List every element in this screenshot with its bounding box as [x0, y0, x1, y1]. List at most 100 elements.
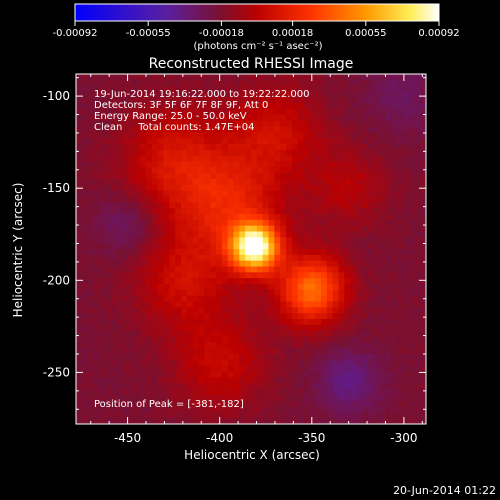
heatmap-cell [128, 237, 135, 244]
heatmap-cell [291, 330, 299, 337]
heatmap-cell [256, 167, 264, 174]
heatmap-cell [76, 167, 83, 174]
heatmap-cell [227, 319, 234, 326]
heatmap-cell [373, 97, 380, 104]
heatmap-cell [198, 400, 205, 407]
heatmap-cell [192, 278, 199, 285]
heatmap-cell [116, 74, 124, 81]
heatmap-cell [303, 79, 310, 87]
heatmap-cell [99, 348, 106, 355]
heatmap-cell [151, 289, 159, 297]
heatmap-cell [262, 120, 269, 127]
heatmap-cell [326, 272, 334, 279]
heatmap-cell [268, 132, 275, 139]
heatmap-cell [181, 330, 188, 337]
heatmap-cell [186, 225, 194, 232]
heatmap-cell [76, 412, 83, 419]
heatmap-cell [385, 196, 392, 203]
heatmap-cell [245, 406, 252, 413]
heatmap-cell [344, 406, 351, 413]
heatmap-cell [216, 260, 223, 267]
heatmap-cell [93, 155, 100, 162]
heatmap-cell [186, 184, 194, 192]
heatmap-cell [274, 126, 281, 133]
heatmap-cell [379, 383, 386, 390]
heatmap-cell [356, 219, 363, 227]
heatmap-cell [233, 190, 240, 197]
heatmap-cell [414, 284, 421, 291]
heatmap-cell [396, 167, 404, 174]
heatmap-cell [297, 260, 304, 267]
heatmap-cell [122, 214, 129, 221]
heatmap-cell [204, 149, 211, 157]
heatmap-cell [361, 214, 369, 221]
heatmap-cell [134, 278, 141, 285]
heatmap-cell [81, 179, 89, 186]
heatmap-cell [169, 400, 176, 407]
heatmap-cell [233, 138, 240, 145]
heatmap-cell [262, 377, 269, 384]
heatmap-cell [116, 214, 124, 221]
heatmap-cell [402, 359, 409, 367]
heatmap-cell [163, 400, 170, 407]
heatmap-cell [204, 359, 211, 367]
heatmap-cell [87, 284, 94, 291]
heatmap-cell [420, 208, 426, 215]
heatmap-cell [157, 354, 164, 361]
heatmap-cell [332, 272, 339, 279]
heatmap-cell [280, 219, 287, 227]
heatmap-cell [76, 365, 83, 372]
heatmap-cell [414, 336, 421, 343]
heatmap-cell [233, 412, 240, 419]
heatmap-cell [356, 389, 363, 396]
heatmap-cell [251, 260, 258, 267]
heatmap-cell [146, 383, 153, 390]
heatmap-cell [315, 144, 322, 151]
heatmap-cell [367, 202, 374, 209]
heatmap-cell [233, 319, 240, 326]
heatmap-cell [315, 155, 322, 162]
heatmap-cell [315, 196, 322, 203]
heatmap-cell [111, 97, 118, 104]
heatmap-cell [169, 295, 176, 302]
heatmap-cell [391, 97, 398, 104]
heatmap-cell [414, 138, 421, 145]
heatmap-cell [379, 412, 386, 419]
heatmap-cell [105, 91, 112, 98]
heatmap-cell [163, 307, 170, 314]
heatmap-cell [297, 371, 304, 378]
heatmap-cell [87, 149, 94, 157]
heatmap-cell [233, 278, 240, 285]
heatmap-cell [175, 167, 182, 174]
heatmap-cell [420, 97, 426, 104]
heatmap-cell [181, 243, 188, 250]
heatmap-cell [361, 120, 369, 127]
heatmap-cell [338, 114, 345, 122]
heatmap-cell [280, 179, 287, 186]
heatmap-cell [286, 155, 293, 162]
heatmap-cell [128, 365, 135, 372]
heatmap-cell [414, 377, 421, 384]
heatmap-cell [256, 74, 264, 81]
heatmap-cell [175, 214, 182, 221]
heatmap-cell [99, 74, 106, 81]
heatmap-cell [268, 214, 275, 221]
heatmap-cell [367, 313, 374, 320]
heatmap-cell [274, 184, 281, 192]
heatmap-cell [221, 173, 229, 180]
heatmap-cell [146, 342, 153, 349]
heatmap-cell [286, 208, 293, 215]
heatmap-cell [251, 284, 258, 291]
heatmap-cell [402, 91, 409, 98]
heatmap-cell [356, 91, 363, 98]
heatmap-cell [227, 144, 234, 151]
heatmap-cell [321, 237, 328, 244]
heatmap-cell [99, 319, 106, 326]
heatmap-cell [373, 319, 380, 326]
heatmap-cell [414, 120, 421, 127]
heatmap-cell [391, 319, 398, 326]
heatmap-cell [420, 74, 426, 81]
heatmap-cell [385, 79, 392, 87]
heatmap-cell [210, 371, 217, 378]
heatmap-cell [175, 138, 182, 145]
